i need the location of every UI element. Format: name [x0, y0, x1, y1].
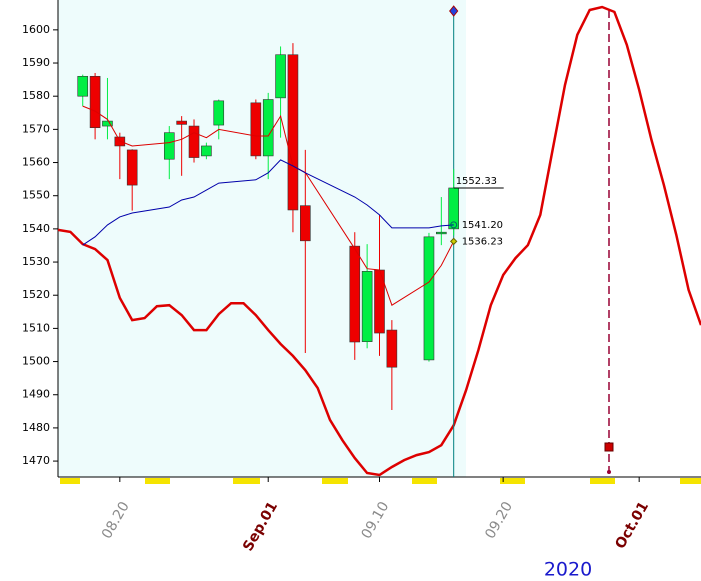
forecast-line: [57, 5, 701, 477]
candle-body: [77, 75, 89, 97]
price-label: 1552.33: [456, 176, 497, 187]
weekend-markers: [60, 478, 701, 484]
year-label: 2020: [544, 559, 592, 581]
y-tick-label: 1540: [22, 222, 50, 235]
y-tick-label: 1560: [22, 156, 50, 169]
target-marker: [604, 442, 614, 452]
y-tick-label: 1500: [22, 355, 50, 368]
weekend-marker: [590, 478, 615, 484]
weekend-marker: [500, 478, 525, 484]
price-label: 1536.23: [462, 236, 503, 247]
candle-body: [250, 102, 262, 157]
history-area: [58, 0, 466, 477]
y-tick-label: 1550: [22, 189, 50, 202]
y-tick-label: 1590: [22, 56, 50, 69]
candle-body: [102, 120, 113, 127]
y-tick-label: 1600: [22, 23, 50, 36]
candle-body: [287, 54, 299, 211]
candle-body: [213, 100, 225, 126]
candle-body: [448, 187, 459, 230]
candle-body: [188, 125, 200, 158]
candle-body: [201, 145, 212, 157]
weekend-marker: [145, 478, 170, 484]
cursor-marker: [449, 5, 459, 17]
weekend-marker: [680, 478, 701, 484]
candle-body: [423, 236, 435, 361]
candle-body: [163, 132, 175, 160]
target-dot: [607, 470, 611, 474]
y-tick-label: 1580: [22, 89, 50, 102]
y-tick-label: 1480: [22, 421, 50, 434]
candle-body: [262, 99, 274, 157]
candle-body: [275, 54, 286, 99]
price-marker: [450, 221, 458, 229]
moving-average: [82, 105, 455, 306]
y-tick-label: 1570: [22, 122, 50, 135]
price-label: 1541.20: [462, 220, 503, 231]
price-marker: [449, 237, 458, 246]
candle-body: [126, 149, 138, 186]
weekend-marker: [412, 478, 437, 484]
candle-body: [436, 231, 447, 235]
weekend-marker: [322, 478, 348, 484]
candle-body: [300, 205, 311, 242]
moving-average: [82, 159, 454, 246]
candle-body: [386, 329, 398, 368]
candle-body: [89, 75, 101, 129]
candle-body: [361, 271, 373, 342]
weekend-marker: [60, 478, 80, 484]
weekend-marker: [233, 478, 260, 484]
candle-body: [176, 120, 187, 125]
y-tick-label: 1470: [22, 454, 50, 467]
y-tick-label: 1510: [22, 321, 50, 334]
candle-body: [349, 245, 361, 343]
y-tick-label: 1520: [22, 288, 50, 301]
y-tick-label: 1530: [22, 255, 50, 268]
y-tick-label: 1490: [22, 388, 50, 401]
